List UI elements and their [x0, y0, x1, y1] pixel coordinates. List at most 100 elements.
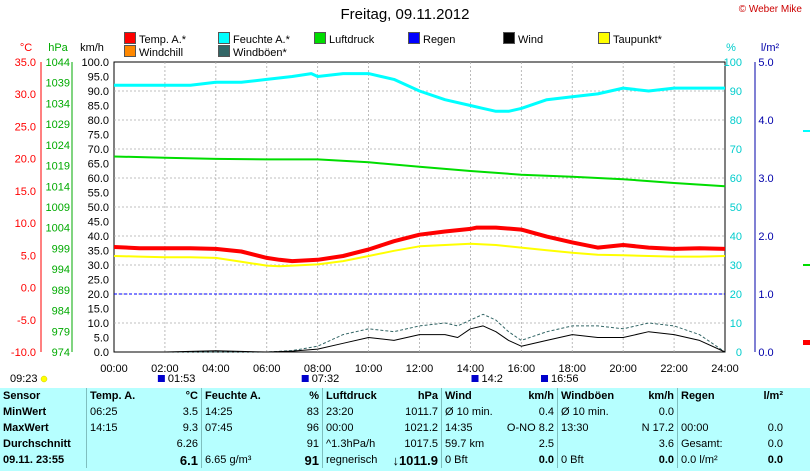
- wind-axis-tick: 55.0: [88, 188, 109, 200]
- x-axis-tick: 22:00: [660, 363, 688, 375]
- humidity-axis-tick: 30: [730, 260, 742, 272]
- temp-time: 06:25: [86, 404, 157, 420]
- wind-axis-tick: 60.0: [88, 173, 109, 185]
- edge-marker: [803, 340, 810, 345]
- wind-axis-tick: 45.0: [88, 217, 109, 229]
- temp-value: 6.1: [179, 452, 198, 468]
- legend-swatch: [124, 45, 136, 57]
- wind-axis-tick: 25.0: [88, 275, 109, 287]
- legend-label: Windchill: [139, 47, 184, 59]
- legend-label: Wind: [518, 34, 544, 46]
- wind-axis-tick: 85.0: [88, 101, 109, 113]
- wind-axis-tick: 0.0: [94, 347, 109, 359]
- temp-time: 14:15: [86, 420, 157, 436]
- legend-item: Windchill: [124, 45, 183, 59]
- rain-info: Gesamt:: [677, 436, 736, 452]
- wind-axis-tick: 10.0: [88, 318, 109, 330]
- x-axis-tick: 08:00: [304, 363, 332, 375]
- wind-bft: 0 Bft: [441, 452, 503, 468]
- pressure-axis-tick: 1004: [46, 223, 70, 235]
- legend-swatch: [314, 32, 326, 44]
- rain-total: 0.0 l/m²: [677, 452, 736, 468]
- humidity-axis-tick: 0: [736, 347, 742, 359]
- legend-label: Regen: [423, 34, 456, 46]
- event-label: 14:2: [482, 373, 503, 385]
- humidity-axis-unit: %: [726, 42, 736, 54]
- temp-time: [86, 436, 157, 452]
- hdr-humidity: Feuchte A.: [201, 388, 290, 404]
- pressure-axis-unit: hPa: [48, 42, 68, 54]
- pressure-time: 00:00: [322, 420, 389, 436]
- legend-item: Regen: [408, 32, 455, 46]
- humidity-time: [201, 436, 290, 452]
- temp-axis-tick: 20.0: [15, 154, 36, 166]
- temp-value: 6.26: [176, 438, 198, 450]
- wind-axis-tick: 20.0: [88, 289, 109, 301]
- x-axis-tick: 14:00: [457, 363, 485, 375]
- edge-marker: [803, 264, 810, 266]
- wind-axis-tick: 5.0: [94, 333, 109, 345]
- row-label: MinWert: [3, 406, 47, 418]
- wind-axis-tick: 40.0: [88, 231, 109, 243]
- gust-info: Ø 10 min.: [557, 404, 619, 420]
- x-axis-tick: 06:00: [253, 363, 281, 375]
- rain-info: [677, 404, 736, 420]
- pressure-value: 1017.5: [404, 438, 438, 450]
- gust-value: 3.6: [658, 438, 674, 450]
- humidity-axis-tick: 20: [730, 289, 742, 301]
- hdr-temp: Temp. A.: [86, 388, 157, 404]
- wind-axis-tick: 90.0: [88, 86, 109, 98]
- gust-info: 13:30: [557, 420, 619, 436]
- pressure-axis-tick: 974: [52, 347, 70, 359]
- legend-label: Luftdruck: [329, 34, 375, 46]
- rain-value: [736, 404, 786, 420]
- legend-item: Taupunkt*: [598, 32, 662, 46]
- event-marker: [471, 375, 479, 382]
- legend-swatch: [503, 32, 515, 44]
- hdr-gust: Windböen: [557, 388, 619, 404]
- legend-item: Luftdruck: [314, 32, 374, 46]
- humidity-axis-tick: 50: [730, 202, 742, 214]
- humidity-value: 96: [306, 422, 319, 434]
- temp-axis-tick: 15.0: [15, 186, 36, 198]
- x-axis-tick: 20:00: [609, 363, 637, 375]
- gust-value: 0.0: [658, 454, 674, 466]
- legend-label: Taupunkt*: [613, 34, 662, 46]
- gust-bft: 0 Bft: [557, 452, 619, 468]
- rain-axis-tick: 0.0: [758, 347, 773, 359]
- gust-info: [557, 436, 619, 452]
- temp-axis-tick: 0.0: [21, 283, 36, 295]
- hdr-gust-unit: km/h: [648, 390, 674, 402]
- pressure-time: 23:20: [322, 404, 389, 420]
- rain-value: 0.0: [767, 422, 783, 434]
- weather-chart: 35.0 30.0 25.0 20.0 15.0 10.0 5.0 0.0 -5.0 -10.0 1…: [10, 42, 810, 385]
- sun-icon: [40, 375, 48, 383]
- legend-swatch: [218, 45, 230, 57]
- pressure-axis-tick: 1024: [46, 140, 70, 152]
- stats-header-row: Sensor Temp. A. °C Feuchte A. % Luftdruc…: [0, 388, 786, 404]
- temp-value: 9.3: [182, 422, 198, 434]
- humidity-axis-tick: 80: [730, 115, 742, 127]
- event-label: 07:32: [312, 373, 340, 385]
- rain-axis-unit: l/m²: [761, 42, 780, 54]
- humidity-axis-tick: 70: [730, 144, 742, 156]
- pressure-axis-tick: 1019: [46, 161, 70, 173]
- x-axis-tick: 04:00: [202, 363, 230, 375]
- pressure-axis-tick: 994: [52, 264, 70, 276]
- event-marker: [157, 375, 165, 382]
- x-axis-tick: 24:00: [711, 363, 739, 375]
- wind-axis-tick: 15.0: [88, 304, 109, 316]
- forecast-text: regnerisch: [322, 452, 389, 468]
- wind-axis-tick: 95.0: [88, 72, 109, 84]
- temp-axis-tick: 10.0: [15, 218, 36, 230]
- sunrise-label: 09:23: [10, 373, 38, 385]
- row-label: 09.11. 23:55: [3, 454, 65, 466]
- rain-value: 0.0: [767, 438, 783, 450]
- wind-axis-tick: 100.0: [81, 57, 109, 69]
- hdr-rain: Regen: [677, 388, 736, 404]
- gust-value: N 17.2: [641, 422, 674, 434]
- legend-item: Feuchte A.*: [218, 32, 290, 46]
- rain-axis-tick: 1.0: [758, 289, 773, 301]
- series-line: [113, 225, 726, 264]
- temp-time: [86, 452, 157, 468]
